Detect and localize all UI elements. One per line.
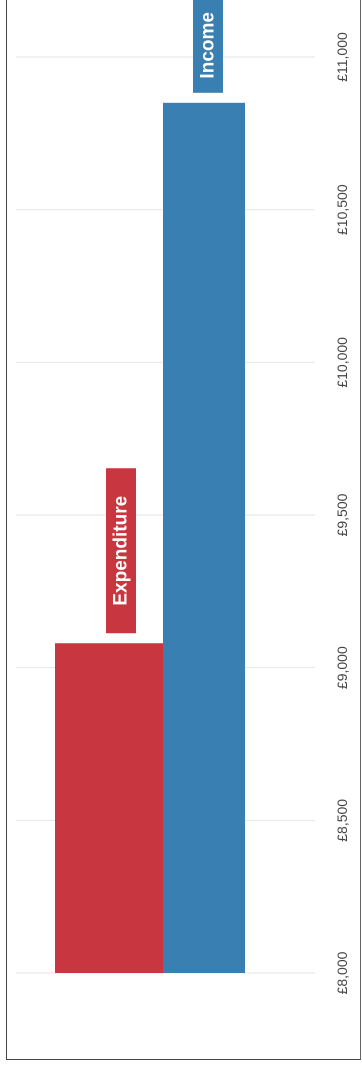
bar-expenditure [55,643,163,973]
tick-label: £8,000 [334,951,350,994]
data-label-box [193,0,223,93]
data-label-box [106,468,136,634]
tick-label: £10,500 [334,184,350,235]
tick-label: £10,000 [334,337,350,388]
tick-label: £8,500 [334,799,350,842]
data-label: Expenditure [111,496,132,606]
tick-label: £9,000 [334,646,350,689]
tick-label: £11,000 [334,32,350,82]
chart-frame [6,0,361,1060]
data-label: Income [198,12,219,79]
tick-label: £9,500 [334,493,350,536]
bar-income [163,102,245,974]
